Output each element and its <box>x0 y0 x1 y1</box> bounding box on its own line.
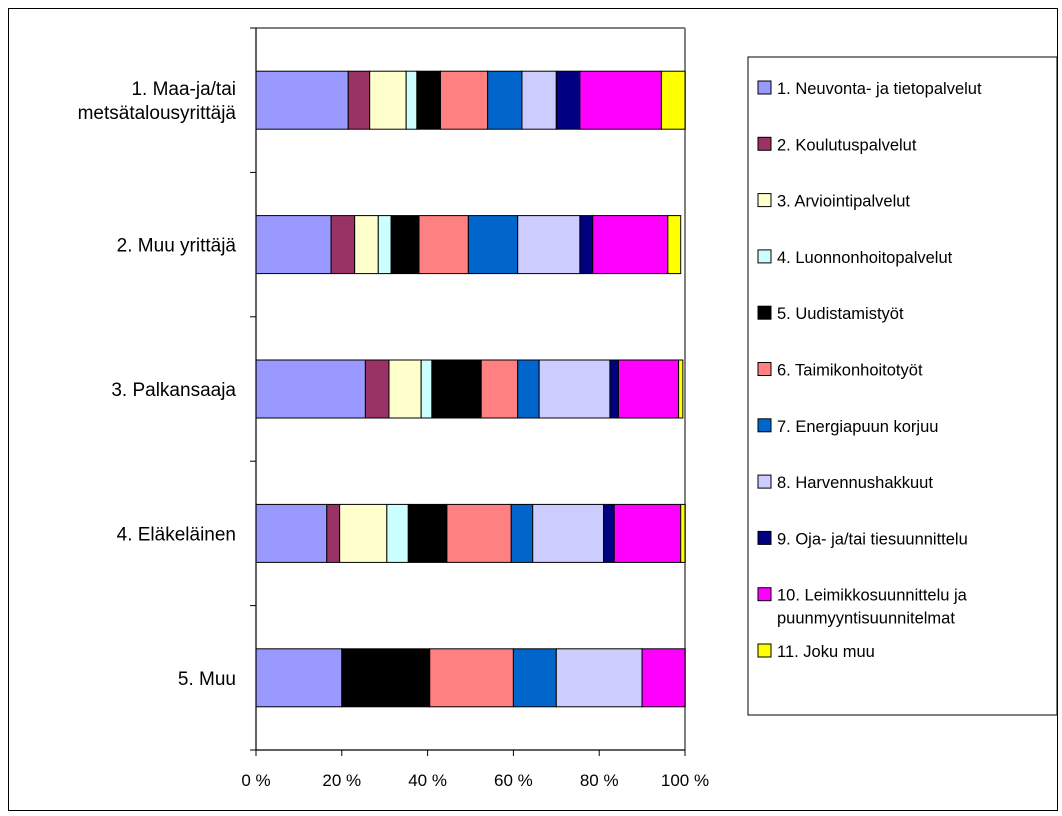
legend-label: 1. Neuvonta- ja tietopalvelut <box>777 80 982 98</box>
x-tick-label: 80 % <box>580 771 619 790</box>
bar-segment <box>517 215 581 275</box>
legend-swatch <box>757 418 772 433</box>
bar-segment <box>521 70 557 130</box>
legend-swatch <box>757 80 772 95</box>
bar-segment <box>579 215 594 275</box>
bar-segment <box>609 359 620 419</box>
bar-segment <box>405 70 418 130</box>
legend-label: 10. Leimikkosuunnittelu ja <box>777 587 968 605</box>
bar-segment <box>555 70 581 130</box>
bar-segment <box>517 359 540 419</box>
x-axis: 0 % 20 % 40 % 60 % 80 % 100 % <box>241 749 709 790</box>
bar-segment <box>341 648 431 708</box>
category-label: 2. Muu yrittäjä <box>117 236 237 257</box>
legend-label: 9. Oja- ja/tai tiesuunnittelu <box>777 530 968 548</box>
x-tick-label: 20 % <box>322 771 361 790</box>
x-tick-label: 100 % <box>661 771 709 790</box>
bar-segment <box>388 359 422 419</box>
category-label: 4. Eläkeläinen <box>117 524 236 545</box>
bar-segment <box>255 70 349 130</box>
bar-segment <box>364 359 390 419</box>
bar-segment <box>510 503 534 563</box>
legend: 1. Neuvonta- ja tietopalvelut 2. Koulutus… <box>747 56 1058 716</box>
x-tick-label: 60 % <box>494 771 533 790</box>
bar-segment <box>660 70 686 130</box>
bar-segment <box>602 503 615 563</box>
legend-label: 6. Taimikonhoitotyöt <box>777 362 923 380</box>
x-tick-label: 0 % <box>241 771 270 790</box>
bar-segment <box>326 503 341 563</box>
legend-swatch <box>757 474 772 489</box>
legend-swatch <box>757 530 772 545</box>
bar-segment <box>439 70 489 130</box>
bar-segment <box>429 648 514 708</box>
plot-area <box>256 27 686 750</box>
legend-swatch <box>757 587 772 602</box>
bar-segment <box>255 359 366 419</box>
bar-segment <box>618 359 680 419</box>
bar-segment <box>613 503 682 563</box>
bar-segment <box>431 359 482 419</box>
legend-label: 4. Luonnonhoitopalvelut <box>777 249 953 267</box>
legend-label: 5. Uudistamistyöt <box>777 305 904 323</box>
bar-segment <box>538 359 611 419</box>
bar-segment <box>255 215 332 275</box>
bar-segment <box>555 648 643 708</box>
bar-segment <box>407 503 448 563</box>
legend-label: 7. Energiapuun korjuu <box>777 418 938 436</box>
bars-group <box>255 70 686 708</box>
category-label: 1. Maa-ja/tai <box>131 79 236 100</box>
bar-segment <box>446 503 512 563</box>
legend-swatch <box>757 362 772 376</box>
bar-segment <box>592 215 669 275</box>
bar-segment <box>377 215 392 275</box>
bar-segment <box>386 503 409 563</box>
legend-swatch <box>757 136 772 151</box>
bar-segment <box>667 215 682 275</box>
y-axis: 1. Maa-ja/tai metsätalousyrittäjä 2. Muu y… <box>78 27 257 751</box>
bar-segment <box>255 648 343 708</box>
bar-segment <box>678 359 684 419</box>
bar-segment <box>641 648 686 708</box>
bar-segment <box>418 215 469 275</box>
bar-segment <box>512 648 557 708</box>
category-label: 3. Palkansaaja <box>111 380 236 401</box>
category-label: 5. Muu <box>178 669 236 690</box>
bar-segment <box>369 70 407 130</box>
bar-segment <box>255 503 328 563</box>
bar-segment <box>339 503 388 563</box>
x-tick-label: 40 % <box>408 771 447 790</box>
bar-segment <box>390 215 420 275</box>
legend-box <box>747 56 1058 716</box>
legend-label: 2. Koulutuspalvelut <box>777 136 917 154</box>
bar-segment <box>347 70 371 130</box>
legend-swatch <box>757 193 772 208</box>
bar-segment <box>532 503 604 563</box>
legend-label: 3. Arviointipalvelut <box>777 193 910 211</box>
bar-segment <box>420 359 433 419</box>
bar-segment <box>354 215 379 275</box>
legend-label: puunmyyntisuunnitelmat <box>777 610 955 628</box>
bar-segment <box>330 215 356 275</box>
legend-label: 11. Joku muu <box>777 643 875 661</box>
legend-swatch <box>757 305 772 320</box>
bar-segment <box>416 70 441 130</box>
bar-segment <box>487 70 523 130</box>
bar-segment <box>579 70 662 130</box>
legend-label: 8. Harvennushakkuut <box>777 474 933 492</box>
category-label: metsätalousyrittäjä <box>78 103 237 124</box>
legend-swatch <box>757 643 772 658</box>
bar-segment <box>480 359 519 419</box>
bar-segment <box>680 503 686 563</box>
legend-swatch <box>757 249 772 264</box>
bar-segment <box>467 215 519 275</box>
